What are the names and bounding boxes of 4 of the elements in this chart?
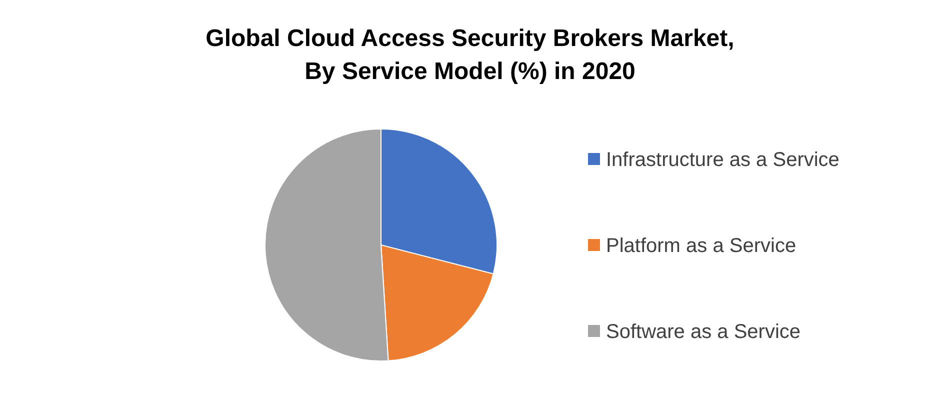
legend-label: Software as a Service: [606, 321, 801, 343]
legend-label: Platform as a Service: [606, 235, 796, 257]
legend-label: Infrastructure as a Service: [606, 149, 840, 171]
chart-title: Global Cloud Access Security Brokers Market, By Service Model (%) in 2020: [206, 25, 734, 85]
